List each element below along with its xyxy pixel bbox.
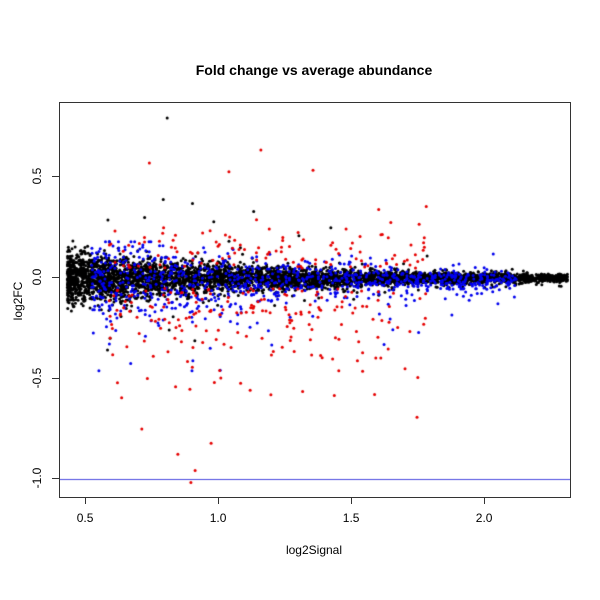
y-tick-label: 0.5 xyxy=(30,167,44,185)
y-tick-label: -0.5 xyxy=(30,367,44,389)
y-tick-mark xyxy=(52,377,59,379)
y-tick-label: -1.0 xyxy=(30,468,44,489)
x-tick-mark xyxy=(218,497,220,504)
y-axis-label: log2FC xyxy=(11,281,25,321)
x-tick-label: 1.0 xyxy=(209,511,227,525)
x-tick-mark xyxy=(351,497,353,504)
scatter-canvas xyxy=(60,103,570,497)
y-tick-mark xyxy=(52,277,59,279)
x-tick-mark xyxy=(484,497,486,504)
x-tick-label: 1.5 xyxy=(342,511,360,525)
y-tick-mark xyxy=(52,176,59,178)
x-tick-label: 2.0 xyxy=(475,511,493,525)
y-tick-label: 0.0 xyxy=(30,268,44,286)
plot-area xyxy=(59,102,571,498)
x-axis-label: log2Signal xyxy=(285,543,343,557)
x-tick-mark xyxy=(85,497,87,504)
chart-title: Fold change vs average abundance xyxy=(195,62,433,78)
x-tick-label: 0.5 xyxy=(76,511,94,525)
y-tick-mark xyxy=(52,478,59,480)
